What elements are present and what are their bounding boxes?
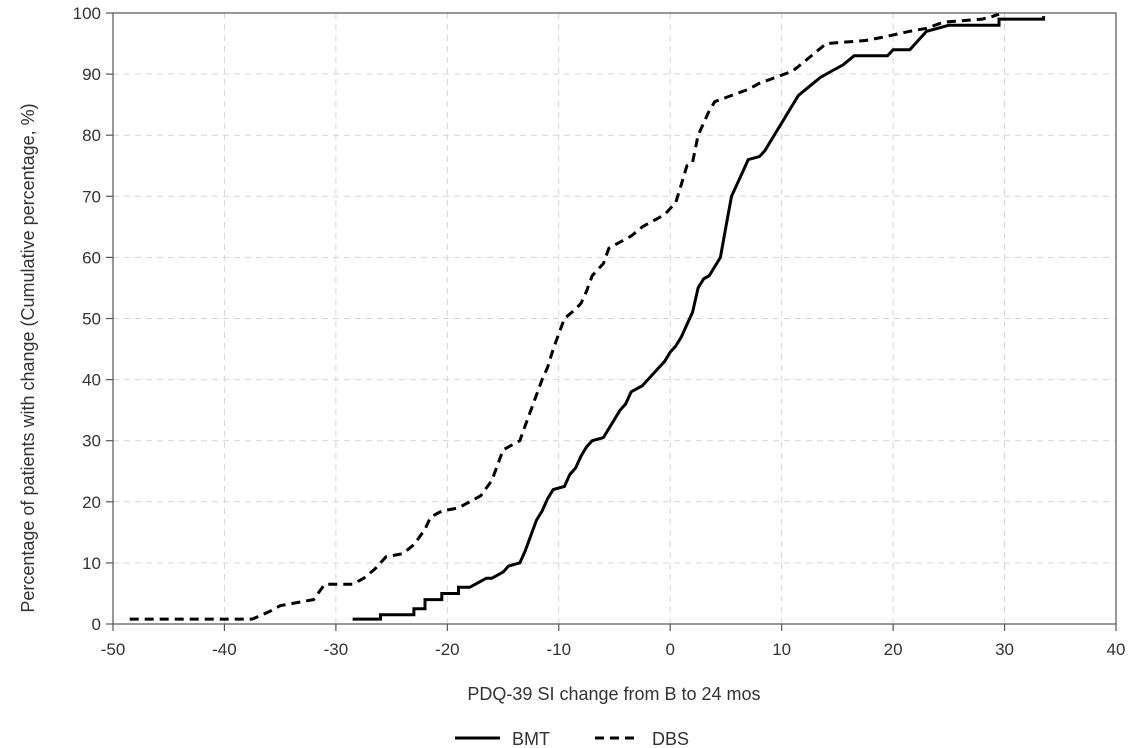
y-tick-label: 50 [82, 310, 101, 329]
legend-label-dbs: DBS [652, 729, 689, 748]
y-tick-label: 20 [82, 493, 101, 512]
y-tick-label: 60 [82, 248, 101, 267]
x-axis-label: PDQ-39 SI change from B to 24 mos [467, 684, 760, 704]
y-tick-label: 40 [82, 371, 101, 390]
grid-lines [113, 13, 1116, 624]
axis-ticks: -50 -40 -30 -20 -10 0 10 20 30 40 0 10 20 30 40 50 60 70 8… [73, 4, 1126, 659]
series-line-dbs [129, 12, 1000, 621]
y-tick-label: 10 [82, 554, 101, 573]
x-tick-label: -50 [101, 640, 126, 659]
x-tick-label: -10 [546, 640, 571, 659]
y-tick-label: 70 [82, 187, 101, 206]
y-tick-label: 90 [82, 65, 101, 84]
y-tick-label: 0 [92, 615, 101, 634]
data-series [129, 12, 1046, 621]
x-tick-label: 30 [995, 640, 1014, 659]
legend: BMT DBS [455, 729, 689, 748]
x-tick-label: 40 [1107, 640, 1126, 659]
legend-label-bmt: BMT [512, 729, 550, 748]
x-tick-label: 10 [772, 640, 791, 659]
y-tick-label: 100 [73, 4, 101, 23]
x-tick-label: 0 [665, 640, 674, 659]
x-tick-label: 20 [884, 640, 903, 659]
y-tick-label: 80 [82, 126, 101, 145]
x-tick-label: -30 [324, 640, 349, 659]
series-line-bmt [352, 16, 1046, 621]
y-axis-label: Percentage of patients with change (Cumu… [18, 103, 38, 612]
x-tick-label: -40 [212, 640, 237, 659]
x-tick-label: -20 [435, 640, 460, 659]
y-tick-label: 30 [82, 432, 101, 451]
